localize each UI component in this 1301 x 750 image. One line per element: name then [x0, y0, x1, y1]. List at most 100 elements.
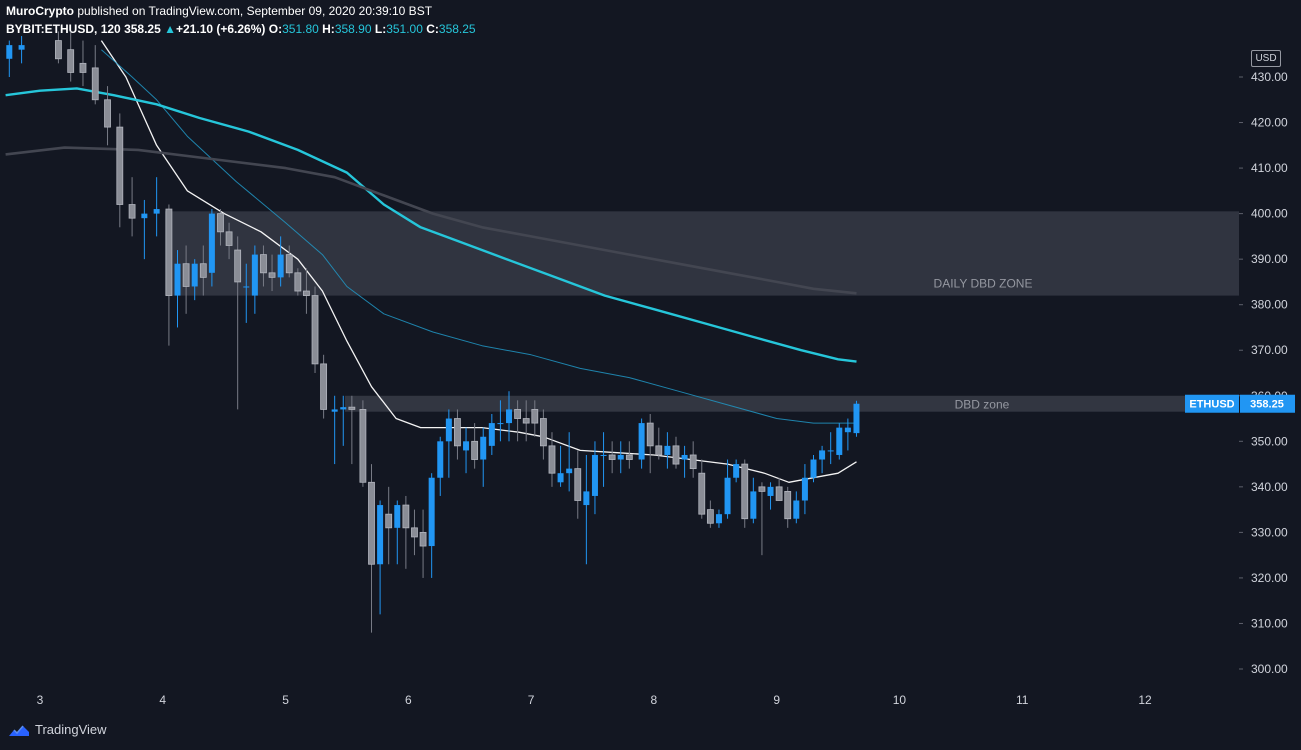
candle-body	[531, 409, 539, 424]
candle-body	[655, 445, 663, 456]
price-tick-label: 390.00	[1251, 252, 1288, 266]
author-name[interactable]: MuroCrypto	[6, 4, 74, 18]
candle-bull	[340, 395, 347, 446]
moving-averages	[5, 40, 857, 483]
time-axis[interactable]: 3 4 5 6 7 8 9 10 11 12	[37, 693, 1152, 707]
candle-bear	[655, 427, 663, 460]
candle-body	[784, 490, 792, 520]
candle-bear	[698, 459, 706, 519]
candle-body	[174, 263, 181, 296]
candle-body	[285, 254, 293, 274]
candle-body	[608, 454, 616, 460]
candle-bull	[506, 391, 513, 442]
candle-body	[583, 491, 590, 506]
candle-bull	[733, 459, 740, 483]
candle-body	[411, 527, 418, 538]
candle-bear	[165, 204, 173, 346]
price-tick-label: 400.00	[1251, 207, 1288, 221]
candles	[6, 31, 860, 633]
candle-body	[463, 441, 470, 451]
tradingview-brand[interactable]: TradingView	[8, 722, 107, 737]
candle-bull	[591, 441, 598, 515]
time-tick-label: 3	[37, 693, 44, 707]
currency-badge[interactable]: USD	[1251, 50, 1281, 67]
ma-line-mid	[101, 49, 857, 424]
time-tick-label: 4	[159, 693, 166, 707]
time-tick-label: 6	[405, 693, 412, 707]
dbd-zone	[345, 395, 1239, 412]
candle-body	[574, 468, 582, 501]
candle-body	[819, 450, 826, 460]
candle-bear	[531, 400, 539, 437]
last-symbol-label: ETHUSD	[1189, 399, 1234, 411]
close-label: C:	[426, 22, 439, 36]
candle-body	[104, 99, 111, 128]
symbol-name[interactable]: BYBIT:ETHUSD	[6, 22, 95, 36]
candle-bull	[437, 436, 444, 496]
candle-body	[165, 208, 173, 296]
candle-bull	[617, 441, 624, 474]
candle-bull	[6, 40, 13, 77]
candle-body	[394, 505, 401, 528]
candle-bear	[689, 441, 697, 478]
candle-body	[141, 213, 148, 219]
candle-body	[775, 486, 783, 501]
candle-bear	[758, 482, 766, 556]
candle-body	[217, 213, 224, 233]
candle-bear	[91, 45, 99, 105]
candle-body	[539, 418, 547, 447]
candle-bear	[79, 40, 87, 87]
candle-bull	[767, 482, 774, 510]
candle-body	[514, 409, 522, 419]
candle-body	[827, 450, 834, 452]
candle-body	[311, 295, 319, 365]
candle-bull	[251, 245, 258, 314]
candle-body	[277, 254, 284, 278]
zones-layer: DAILY DBD ZONE DBD zone	[165, 211, 1239, 412]
candle-body	[377, 505, 384, 565]
candle-bull	[331, 395, 338, 465]
change-value: +21.10 (+6.26%)	[176, 22, 266, 36]
candle-body	[698, 472, 706, 515]
candle-bear	[303, 268, 310, 314]
candle-bear	[311, 286, 319, 373]
publish-info: MuroCrypto published on TradingView.com,…	[6, 4, 432, 18]
candle-bear	[706, 500, 714, 528]
candle-bull	[463, 427, 470, 474]
symbol-legend: BYBIT:ETHUSD, 120 358.25 ▲+21.10 (+6.26%…	[6, 22, 476, 36]
candle-body	[303, 290, 310, 296]
candle-bear	[539, 409, 547, 460]
candle-body	[724, 477, 731, 515]
price-tick-label: 370.00	[1251, 343, 1288, 357]
last-price-tag: ETHUSD 358.25	[1185, 394, 1295, 413]
candle-bear	[104, 86, 111, 146]
candle-body	[548, 445, 556, 474]
dbd-zone-label: DBD zone	[955, 398, 1010, 412]
open-value: 351.80	[282, 22, 319, 36]
candle-body	[268, 272, 276, 278]
candle-body	[348, 406, 356, 410]
candle-bear	[268, 254, 276, 292]
last-price-legend: 358.25	[124, 22, 161, 36]
candle-bear	[225, 222, 233, 260]
candle-bull	[819, 445, 826, 474]
candle-body	[402, 504, 410, 529]
candle-bear	[285, 245, 293, 278]
candle-body	[234, 249, 242, 283]
candle-bear	[454, 409, 461, 460]
price-axis[interactable]: 430.00 420.00 410.00 400.00 390.00 380.00 370.…	[1239, 70, 1288, 676]
candle-bull	[681, 445, 688, 478]
candle-bear	[419, 509, 427, 578]
ma-line-slow	[5, 87, 857, 363]
candle-bull	[377, 500, 384, 615]
candle-bear	[775, 477, 783, 501]
candle-bull	[836, 423, 843, 460]
candle-body	[801, 477, 808, 501]
candle-bull	[141, 199, 148, 260]
candle-body	[294, 272, 302, 292]
candle-bear	[294, 268, 302, 296]
candle-body	[320, 363, 328, 410]
candle-bear	[608, 441, 616, 474]
candle-body	[116, 126, 124, 205]
